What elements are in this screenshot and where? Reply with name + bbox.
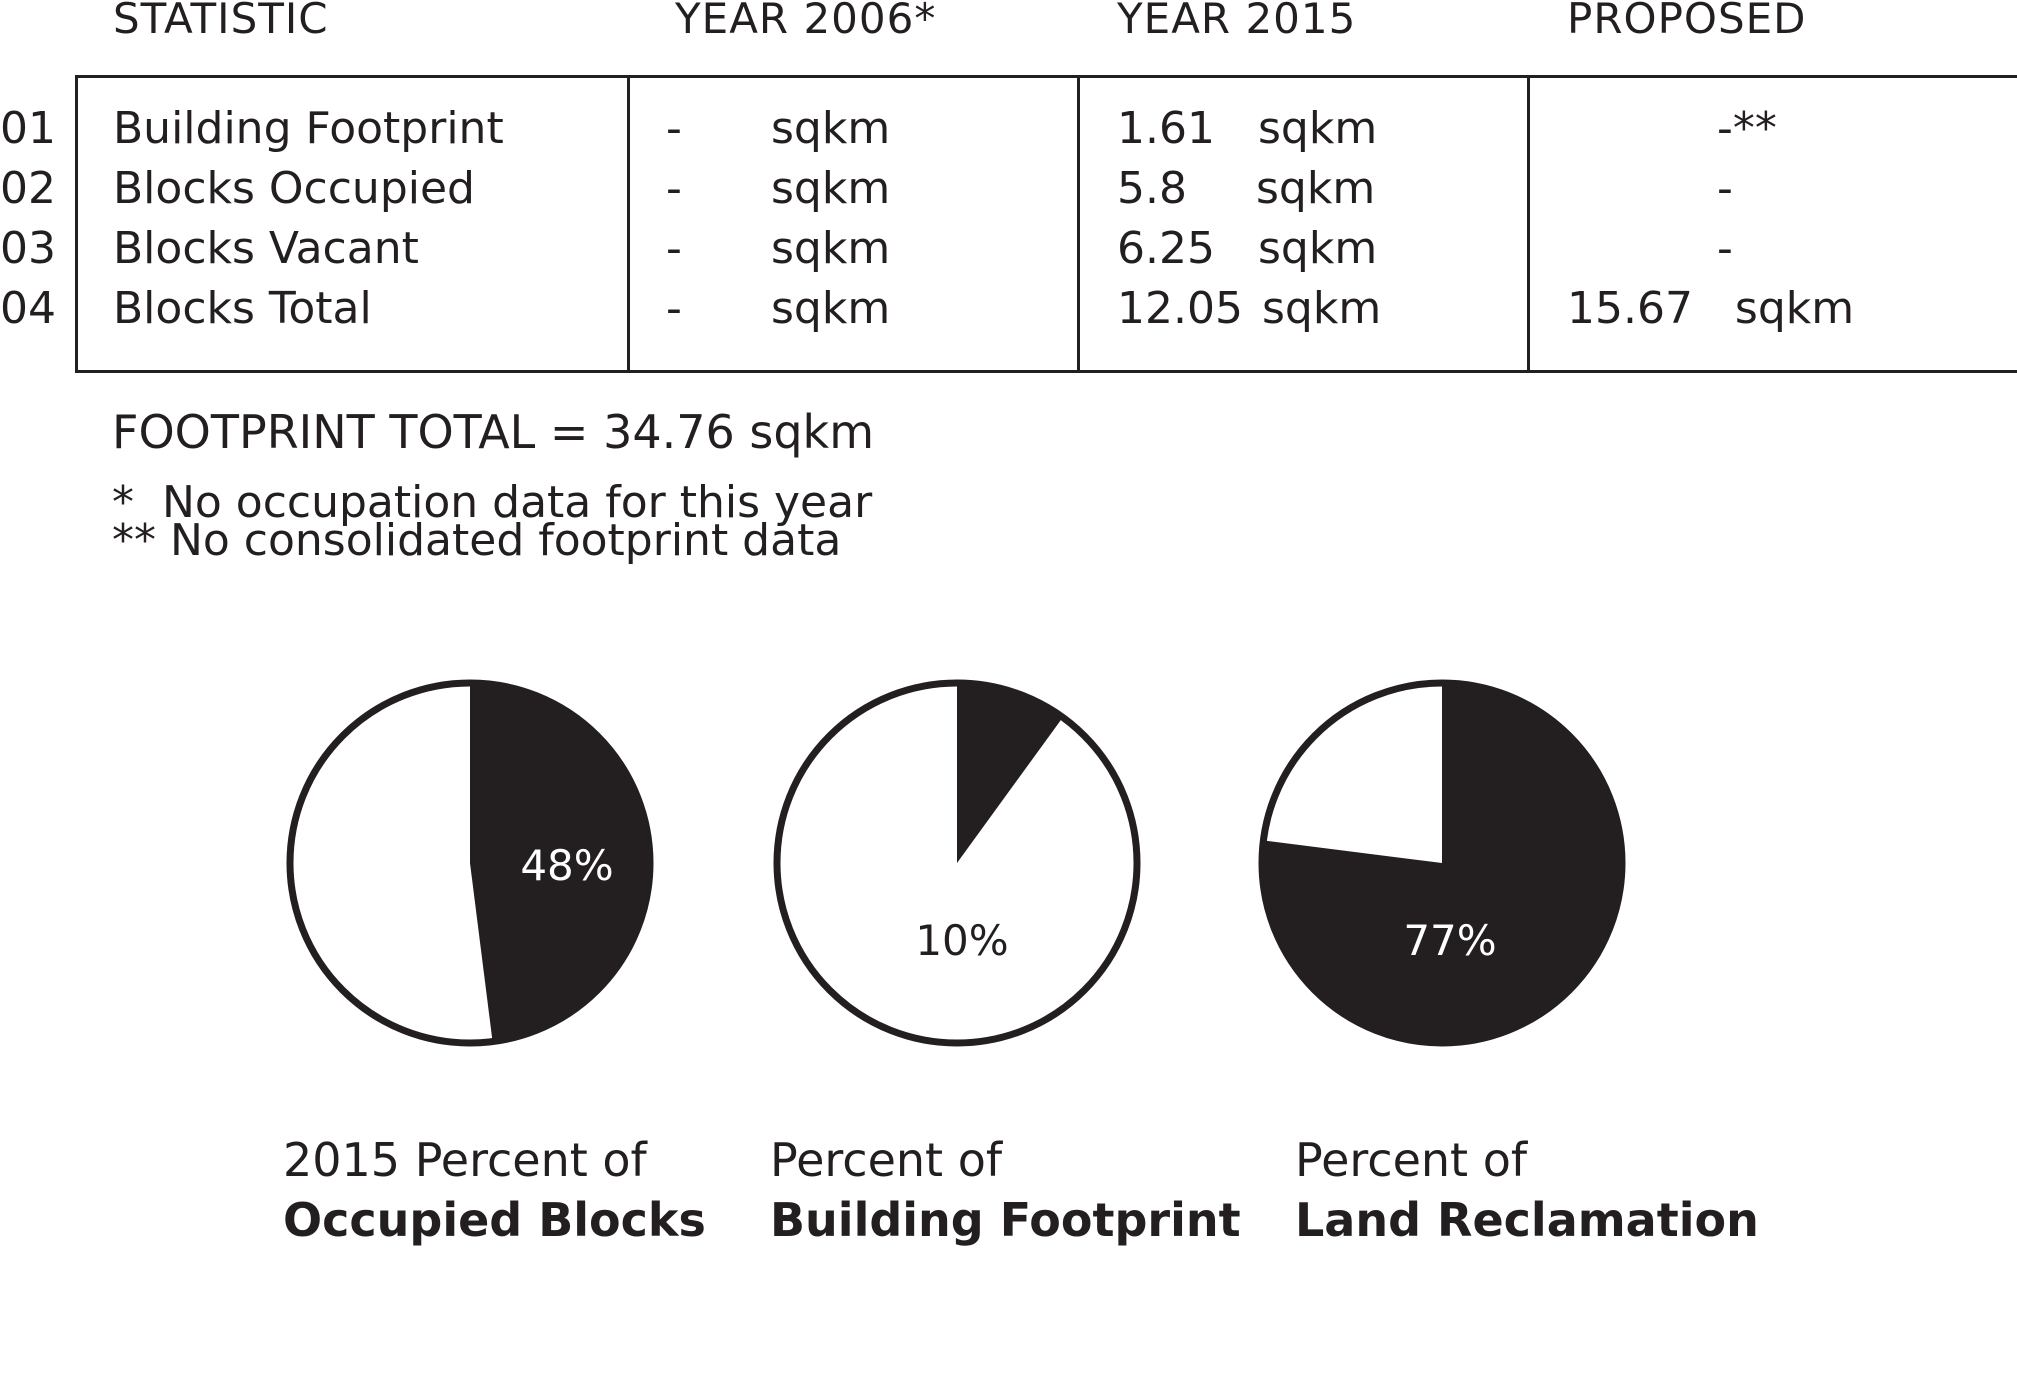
stat-label: Blocks Total <box>113 283 372 334</box>
pie-caption-line2: Land Reclamation <box>1295 1193 1759 1247</box>
header-statistic: STATISTIC <box>113 0 329 43</box>
row-number: 03 <box>0 223 56 274</box>
column-divider <box>1527 75 1530 373</box>
pie-caption-line2: Building Footprint <box>770 1193 1241 1247</box>
row-number: 01 <box>0 103 56 154</box>
y2015-unit: sqkm <box>1262 283 1382 334</box>
footnote-single-star: * No occupation data for this year <box>112 477 873 528</box>
column-divider <box>1077 75 1080 373</box>
row-number: 02 <box>0 163 56 214</box>
pie-slice-value <box>957 683 1063 863</box>
pie-chart-2: 10% <box>773 679 1141 1047</box>
pie-value-label: 10% <box>915 916 1008 965</box>
y2006-value: - <box>666 223 682 274</box>
y2015-unit: sqkm <box>1258 103 1378 154</box>
proposed-value: - <box>1717 163 1733 214</box>
pie-chart-3: 77% <box>1258 679 1626 1047</box>
pie-caption-line1: Percent of <box>770 1133 1003 1187</box>
y2015-value: 12.05 <box>1117 283 1243 334</box>
pie-outline <box>773 679 1141 1047</box>
statistics-table <box>75 75 2017 373</box>
y2015-value: 6.25 <box>1117 223 1215 274</box>
pie-chart-1: 48% <box>286 679 654 1047</box>
y2006-value: - <box>666 163 682 214</box>
proposed-value: - <box>1717 223 1733 274</box>
stat-label: Building Footprint <box>113 103 504 154</box>
header-year-2006: YEAR 2006* <box>675 0 937 43</box>
y2006-value: - <box>666 103 682 154</box>
y2015-unit: sqkm <box>1258 223 1378 274</box>
y2006-unit: sqkm <box>771 103 891 154</box>
pie-caption-line1: Percent of <box>1295 1133 1528 1187</box>
y2015-value: 1.61 <box>1117 103 1215 154</box>
y2006-unit: sqkm <box>771 223 891 274</box>
pie-caption-line1: 2015 Percent of <box>283 1133 647 1187</box>
pie-outline <box>286 679 654 1047</box>
stat-label: Blocks Vacant <box>113 223 419 274</box>
stat-label: Blocks Occupied <box>113 163 475 214</box>
pie-value-label: 77% <box>1403 916 1496 965</box>
proposed-value: 15.67 sqkm <box>1567 283 1855 334</box>
column-divider <box>627 75 630 373</box>
header-proposed: PROPOSED <box>1567 0 1807 43</box>
pie-outline <box>1258 679 1626 1047</box>
y2006-unit: sqkm <box>771 283 891 334</box>
y2015-value: 5.8 <box>1117 163 1187 214</box>
pie-value-label: 48% <box>520 841 613 890</box>
pie-slice-value <box>470 683 651 1042</box>
pie-slice-value <box>1261 683 1622 1043</box>
proposed-value: -** <box>1717 103 1777 154</box>
y2006-unit: sqkm <box>771 163 891 214</box>
footnote-double-star: ** No consolidated footprint data <box>112 515 842 566</box>
y2015-unit: sqkm <box>1256 163 1376 214</box>
pie-caption-line2: Occupied Blocks <box>283 1193 706 1247</box>
header-year-2015: YEAR 2015 <box>1117 0 1357 43</box>
row-number: 04 <box>0 283 56 334</box>
footprint-total: FOOTPRINT TOTAL = 34.76 sqkm <box>112 405 875 459</box>
y2006-value: - <box>666 283 682 334</box>
